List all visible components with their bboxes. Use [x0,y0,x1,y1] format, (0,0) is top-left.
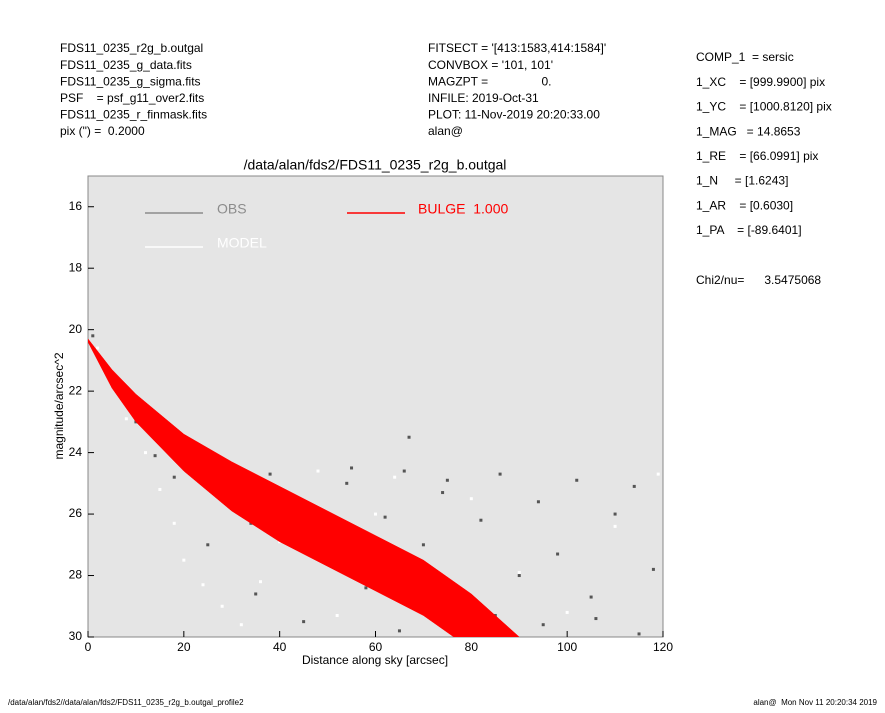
data-point [259,580,262,584]
header-line: PLOT: 11-Nov-2019 20:20:33.00 [428,108,600,122]
bulge-band [88,338,520,637]
data-point [153,454,157,458]
header-line: CONVBOX = '101, 101' [428,58,553,72]
x-tick-label: 100 [557,640,577,654]
x-tick-label: 60 [369,640,383,654]
y-tick-label: 20 [69,322,83,336]
header-line: FDS11_0235_r2g_b.outgal [60,41,203,55]
chart-title: /data/alan/fds2/FDS11_0235_r2g_b.outgal [244,157,507,173]
data-point [498,472,502,476]
data-point [541,623,545,627]
footer-right: alan@ Mon Nov 11 20:20:34 2019 [753,698,877,707]
data-point [479,518,483,522]
header-line: MAGZPT = 0. [428,74,551,88]
data-point [445,478,449,482]
data-point [589,595,593,599]
header-line: 1_MAG = 14.8653 [696,124,801,138]
data-point [637,632,641,636]
header-line: INFILE: 2019-Oct-31 [428,91,539,105]
data-point [316,469,320,473]
data-point [302,620,306,624]
data-point [517,570,521,574]
data-point [613,512,617,516]
data-point [206,543,210,547]
x-tick-label: 80 [465,640,479,654]
data-point [172,521,176,525]
y-tick-label: 16 [69,199,83,213]
data-point [536,500,540,504]
data-point [374,512,377,516]
y-tick-label: 24 [69,445,83,459]
data-point [158,487,162,491]
data-point [201,583,205,587]
x-tick-label: 120 [653,640,673,654]
data-point [469,497,473,501]
x-tick-label: 0 [85,640,92,654]
data-point [220,604,224,608]
data-point [144,451,147,455]
x-tick-label: 40 [273,640,287,654]
y-tick-label: 22 [69,383,83,397]
legend-label: MODEL [217,235,267,251]
data-point [594,617,598,621]
data-point [565,610,569,614]
data-point [383,515,387,519]
data-point [345,481,349,485]
header-line: FITSECT = '[413:1583,414:1584]' [428,41,606,55]
header-line: PSF = psf_g11_over2.fits [60,91,204,105]
data-point [613,524,617,528]
header-line: 1_XC = [999.9900] pix [696,75,825,89]
header-line: pix (") = 0.2000 [60,124,145,138]
data-point [402,469,406,473]
data-point [421,543,425,547]
header-line: 1_YC = [1000.8120] pix [696,100,832,114]
header-line: 1_N = [1.6243] [696,174,788,188]
data-point [632,484,636,488]
data-point [517,574,521,578]
footer-left: /data/alan/fds2//data/alan/fds2/FDS11_02… [8,698,244,707]
data-point [268,472,272,476]
data-point [96,346,100,350]
header-line: 1_RE = [66.0991] pix [696,149,818,163]
y-tick-label: 30 [69,629,83,643]
header-line: 1_AR = [0.6030] [696,198,793,212]
data-point [124,417,128,421]
y-tick-label: 18 [69,260,83,274]
header-line: FDS11_0235_g_sigma.fits [60,74,201,88]
y-tick-label: 26 [69,506,83,520]
data-point [335,613,339,617]
y-axis-label: magnitude/arcsec^2 [52,352,66,459]
data-point [254,592,258,596]
header-line: COMP_1 = sersic [696,50,794,64]
data-point [397,629,401,633]
data-point [239,623,243,627]
x-axis-label: Distance along sky [arcsec] [302,653,448,667]
data-point [556,552,560,556]
data-point [350,466,354,470]
data-point [656,472,660,476]
data-point [91,334,95,338]
header-line: FDS11_0235_r_finmask.fits [60,108,207,122]
data-point [172,475,176,479]
data-point [182,558,186,562]
data-point [364,586,368,590]
header-line: 1_PA = [-89.6401] [696,223,802,237]
data-point [441,491,445,495]
chi2: Chi2/nu= 3.5475068 [696,273,821,287]
data-point [575,478,579,482]
x-tick-label: 20 [177,640,191,654]
plot-area [88,334,660,637]
legend-label: OBS [217,201,247,217]
data-point [407,435,411,439]
header-line: alan@ [428,124,463,138]
header-line: FDS11_0235_g_data.fits [60,58,192,72]
data-point [651,567,655,571]
data-point [393,475,397,479]
y-tick-label: 28 [69,568,83,582]
legend-label: BULGE 1.000 [418,201,508,217]
